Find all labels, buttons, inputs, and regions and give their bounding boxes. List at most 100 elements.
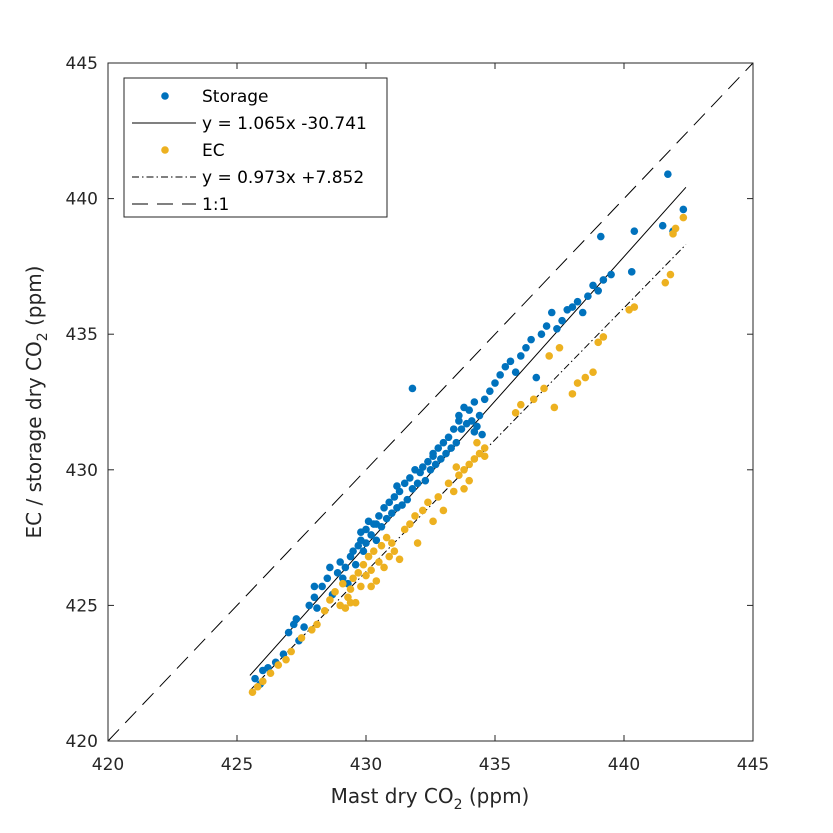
data-point-series-2-25 xyxy=(367,566,375,574)
data-point-series-0-65 xyxy=(452,438,461,447)
data-point-series-0-57 xyxy=(431,460,440,469)
x-tick-label-3: 435 xyxy=(479,755,511,775)
y-tick-label-1: 425 xyxy=(66,596,98,616)
data-point-series-0-89 xyxy=(547,308,556,317)
data-point-series-2-11 xyxy=(326,596,334,604)
data-point-series-0-105 xyxy=(664,170,672,178)
data-point-series-2-54 xyxy=(460,484,468,493)
data-point-series-0-6 xyxy=(284,628,293,637)
data-point-series-0-111 xyxy=(429,452,437,461)
data-point-series-2-49 xyxy=(465,460,474,469)
data-point-series-2-77 xyxy=(473,438,481,447)
x-axis-label: Mast dry CO2 (ppm) xyxy=(331,784,530,813)
data-point-series-0-85 xyxy=(527,335,535,344)
data-point-series-0-55 xyxy=(426,466,435,474)
data-point-series-0-94 xyxy=(573,297,582,306)
data-point-series-0-45 xyxy=(400,479,409,488)
data-point-series-0-11 xyxy=(305,601,314,610)
data-point-series-0-47 xyxy=(406,474,414,482)
data-point-series-2-22 xyxy=(359,560,368,569)
data-point-series-0-76 xyxy=(480,395,489,404)
data-point-series-2-47 xyxy=(455,471,463,480)
legend-label-storage-fit: y = 1.065x -30.741 xyxy=(202,114,367,134)
data-point-series-2-31 xyxy=(382,533,391,542)
data-point-series-2-58 xyxy=(529,395,538,404)
data-point-series-0-34 xyxy=(372,536,381,545)
data-points xyxy=(248,170,688,696)
data-point-series-0-87 xyxy=(537,330,546,339)
data-point-series-0-98 xyxy=(594,287,602,295)
data-point-series-0-96 xyxy=(584,292,592,301)
data-point-series-2-43 xyxy=(434,493,443,501)
data-point-series-0-20 xyxy=(338,574,347,583)
data-point-series-0-13 xyxy=(310,582,319,591)
data-point-series-2-21 xyxy=(357,582,365,591)
data-point-series-2-65 xyxy=(589,368,597,376)
data-point-series-2-14 xyxy=(338,579,347,588)
y-tick-label-5: 445 xyxy=(66,54,98,74)
data-point-series-0-46 xyxy=(403,495,412,504)
data-point-series-2-8 xyxy=(308,626,316,634)
data-point-series-0-101 xyxy=(627,268,636,276)
data-point-series-2-5 xyxy=(282,655,290,664)
data-point-series-2-0 xyxy=(248,688,257,696)
data-point-series-2-12 xyxy=(331,588,339,596)
data-point-series-2-62 xyxy=(568,390,577,398)
data-point-series-0-19 xyxy=(336,558,345,566)
data-point-series-0-59 xyxy=(437,455,445,463)
data-point-series-2-40 xyxy=(418,506,427,515)
data-point-series-0-104 xyxy=(658,221,667,230)
legend-marker-ec xyxy=(161,146,169,154)
data-point-series-2-55 xyxy=(452,463,461,471)
data-point-series-2-61 xyxy=(555,343,564,352)
x-tick-label-0: 420 xyxy=(92,755,124,775)
data-point-series-2-48 xyxy=(460,466,468,474)
data-point-series-2-69 xyxy=(630,303,639,311)
data-point-series-2-28 xyxy=(375,558,383,566)
data-point-series-0-80 xyxy=(501,362,510,371)
data-point-series-2-34 xyxy=(390,547,399,555)
data-point-series-2-30 xyxy=(380,563,388,572)
data-point-series-0-108 xyxy=(408,384,417,393)
data-point-series-0-58 xyxy=(434,444,443,452)
plot-frame xyxy=(107,62,754,742)
data-point-series-0-91 xyxy=(558,316,566,325)
data-point-series-0-18 xyxy=(333,569,342,577)
data-point-series-0-79 xyxy=(496,371,504,379)
data-point-series-0-38 xyxy=(382,514,391,523)
data-point-series-0-21 xyxy=(341,563,350,572)
data-point-series-2-78 xyxy=(367,582,375,591)
data-point-series-2-44 xyxy=(439,506,448,515)
data-point-series-0-93 xyxy=(568,303,577,311)
data-point-series-0-60 xyxy=(439,438,448,447)
y-tick-label-3: 435 xyxy=(66,325,98,345)
data-point-series-0-72 xyxy=(470,398,479,406)
data-point-series-2-42 xyxy=(429,517,437,526)
x-tick-label-2: 430 xyxy=(350,755,382,775)
data-point-series-0-70 xyxy=(465,406,474,414)
data-point-series-2-3 xyxy=(266,669,275,677)
data-point-series-2-37 xyxy=(406,520,414,528)
data-point-series-2-17 xyxy=(346,585,355,593)
legend: Storage y = 1.065x -30.741 EC y = 0.973x… xyxy=(123,77,388,218)
data-point-series-2-75 xyxy=(550,403,559,412)
data-point-series-0-88 xyxy=(542,322,551,330)
data-point-series-0-25 xyxy=(351,560,360,569)
data-point-series-0-10 xyxy=(300,623,308,631)
data-point-series-2-71 xyxy=(666,270,675,279)
data-point-series-2-38 xyxy=(411,512,419,520)
data-point-series-0-103 xyxy=(596,232,605,241)
data-point-series-2-26 xyxy=(369,547,378,555)
legend-label-one-to-one: 1:1 xyxy=(202,195,229,215)
legend-marker-storage xyxy=(161,92,169,100)
data-point-series-2-53 xyxy=(465,476,474,485)
data-point-series-2-18 xyxy=(349,574,357,583)
data-point-series-0-78 xyxy=(491,379,499,387)
data-point-series-0-110 xyxy=(455,417,463,425)
data-point-series-2-20 xyxy=(354,569,363,577)
data-point-series-0-113 xyxy=(372,520,381,528)
data-point-series-0-82 xyxy=(511,368,520,376)
data-point-series-0-64 xyxy=(449,425,458,433)
fit-line-3 xyxy=(249,244,687,691)
